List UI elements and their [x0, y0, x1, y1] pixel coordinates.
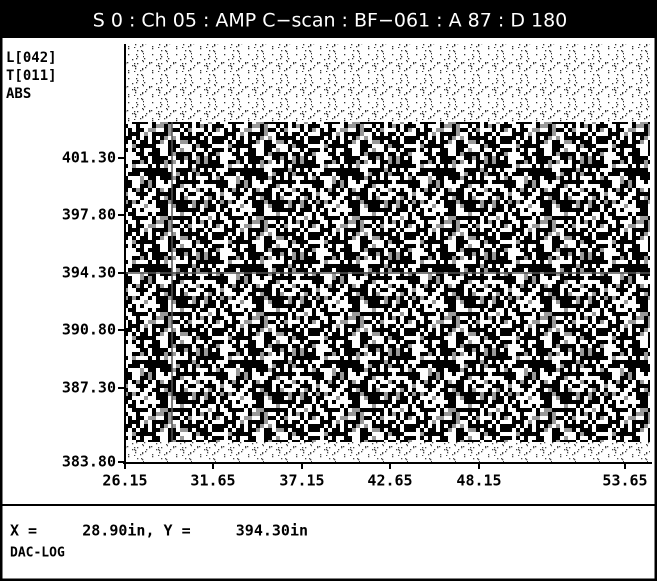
x-tick-label: 26.15 [102, 472, 147, 490]
y-tick-label: 394.30 [62, 264, 116, 282]
x-tick-label: 42.65 [367, 472, 412, 490]
side-label: ABS [6, 86, 31, 102]
x-tick-label: 37.15 [279, 472, 324, 490]
y-tick-label: 401.30 [62, 149, 116, 167]
x-tick-label: 31.65 [190, 472, 235, 490]
scan-bottom [125, 442, 650, 462]
mode: DAC-LOG [10, 546, 65, 561]
labels: L[042] T[011] ABS 401.30 397.80 394.30 390.80 3… [6, 50, 648, 490]
scan-image [125, 122, 650, 442]
title: S 0 : Ch 05 : AMP C−scan : BF−061 : A 87… [93, 10, 568, 32]
scan-top [125, 44, 650, 122]
cursor-position: X = 28.90in, Y = 394.30in [10, 522, 308, 540]
y-tick-label: 390.80 [62, 321, 116, 339]
x-tick-label: 53.65 [602, 472, 647, 490]
side-label: L[042] [6, 50, 57, 66]
y-tick-label: 387.30 [62, 379, 116, 397]
side-label: T[011] [6, 68, 57, 84]
title-bar [2, 2, 655, 38]
y-tick-label: 397.80 [62, 206, 116, 224]
x-tick-label: 48.15 [456, 472, 501, 490]
y-tick-label: 383.80 [62, 453, 116, 471]
